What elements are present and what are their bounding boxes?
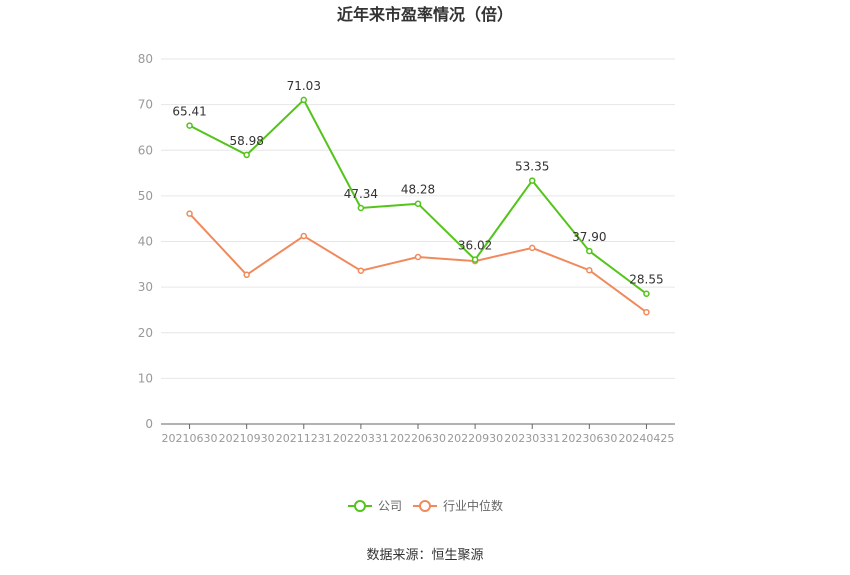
data-point[interactable] — [414, 200, 422, 207]
series-lines — [186, 96, 650, 316]
x-tick-label: 20220630 — [390, 432, 446, 445]
x-tick-label: 20230331 — [504, 432, 560, 445]
data-point[interactable] — [528, 244, 536, 252]
series-line-1 — [188, 212, 648, 314]
data-point[interactable] — [643, 290, 650, 297]
series-line-0 — [189, 98, 648, 295]
x-tick-label: 20210630 — [162, 432, 218, 445]
data-point[interactable] — [586, 266, 593, 274]
y-tick-label: 20 — [138, 326, 153, 340]
x-tick-label: 20220930 — [447, 432, 503, 445]
y-tick-label: 40 — [138, 235, 153, 249]
data-label: 71.03 — [287, 79, 321, 93]
legend-label: 行业中位数 — [443, 498, 503, 513]
data-point[interactable] — [243, 151, 250, 159]
y-tick-label: 50 — [138, 189, 153, 203]
x-tick-label: 20240425 — [618, 432, 674, 445]
data-label: 37.90 — [572, 230, 606, 244]
data-label: 36.02 — [458, 239, 492, 253]
data-point[interactable] — [528, 177, 536, 184]
legend-marker — [419, 500, 431, 512]
data-source: 数据来源：恒生聚源 — [366, 548, 483, 563]
data-point[interactable] — [186, 122, 193, 129]
x-tick-label: 20211231 — [276, 432, 332, 445]
grid-lines — [161, 58, 675, 379]
y-tick-label: 60 — [138, 143, 153, 157]
data-point[interactable] — [186, 210, 193, 217]
legend-label: 公司 — [378, 499, 402, 513]
data-point[interactable] — [586, 247, 593, 255]
legend-item-1[interactable]: 行业中位数 — [413, 498, 503, 513]
data-label: 53.35 — [515, 160, 549, 174]
data-label: 47.34 — [344, 187, 378, 201]
data-labels: 65.41 58.98 71.03 47.34 48.28 36.02 53.35 37.90… — [172, 79, 663, 287]
legend[interactable]: 公司 行业中位数 — [348, 498, 503, 513]
legend-item-0[interactable]: 公司 — [348, 499, 402, 513]
data-point[interactable] — [300, 232, 308, 240]
data-point[interactable] — [471, 256, 479, 263]
axes: 0 10 20 30 40 50 60 70 80 20210630 20210930 2021123… — [138, 52, 675, 445]
legend-marker — [354, 500, 366, 512]
x-tick-label: 20230630 — [561, 432, 617, 445]
chart-title: 近年来市盈率情况（倍） — [337, 5, 513, 24]
data-point[interactable] — [643, 308, 650, 316]
x-tick-label: 20220331 — [333, 432, 389, 445]
y-tick-label: 10 — [138, 371, 153, 385]
data-point[interactable] — [357, 267, 365, 274]
x-tick-label: 20210930 — [219, 432, 275, 445]
data-point[interactable] — [357, 204, 365, 212]
y-tick-label: 80 — [138, 52, 153, 66]
data-point[interactable] — [243, 271, 250, 279]
y-tick-label: 30 — [138, 280, 153, 294]
data-label: 28.55 — [629, 273, 663, 287]
data-point[interactable] — [414, 253, 422, 261]
y-tick-label: 0 — [145, 417, 153, 431]
y-tick-label: 70 — [138, 98, 153, 112]
data-point[interactable] — [300, 96, 308, 104]
data-label: 65.41 — [172, 105, 206, 119]
data-label: 58.98 — [229, 134, 263, 148]
data-label: 48.28 — [401, 183, 435, 197]
